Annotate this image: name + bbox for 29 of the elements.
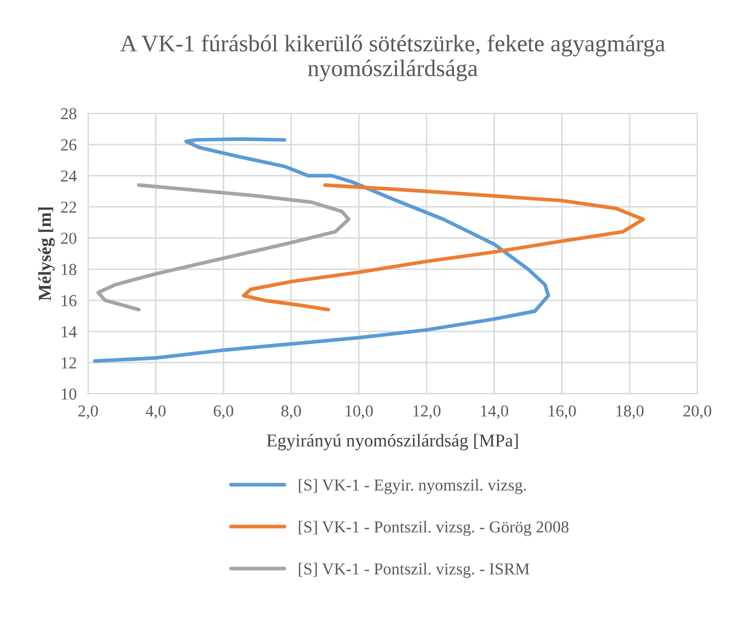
line-series — [242, 183, 645, 312]
y-tick-label: 12 — [62, 357, 76, 368]
y-tick-label: 28 — [61, 108, 76, 120]
chart-title: A VK-1 fúrásból kikerülő sötétszürke, fekete agyagmárga nyomószilárdsága — [120, 34, 666, 82]
y-tick-label: 18 — [62, 264, 76, 276]
x-tick-label: 14,0 — [481, 405, 508, 419]
x-tick-label: 12,0 — [413, 405, 440, 419]
y-tick-label: 16 — [62, 295, 76, 306]
y-tick-label: 10 — [62, 388, 76, 400]
x-tick-label: 6,0 — [214, 405, 234, 419]
x-tick-label: 18,0 — [616, 405, 644, 419]
x-tick-label: 2,0 — [78, 405, 98, 419]
x-tick-label: 8,0 — [281, 405, 301, 419]
y-axis-title: Mélység [m] — [38, 208, 55, 301]
legend-label: [S] VK-1 - Pontszil. vizsg. - ISRM — [298, 562, 530, 578]
legend-label: [S] VK-1 - Pontszil. vizsg. - Görög 2008 — [298, 520, 568, 536]
x-axis-title: Egyirányú nyomószilárdság [MPa] — [266, 434, 518, 450]
x-tick-label: 20,0 — [683, 405, 712, 419]
line-series — [96, 183, 350, 312]
y-tick-label: 26 — [61, 139, 76, 150]
x-tick-label: 4,0 — [146, 405, 166, 419]
y-tick-label: 20 — [61, 232, 76, 244]
x-tick-label: 10,0 — [346, 405, 373, 419]
line-series — [93, 137, 550, 363]
y-tick-label: 24 — [61, 170, 77, 182]
y-tick-label: 22 — [61, 202, 76, 213]
legend-label: [S] VK-1 - Egyir. nyomszil. vizsg. — [298, 478, 526, 494]
y-tick-label: 14 — [62, 326, 77, 338]
x-tick-label: 16,0 — [548, 405, 576, 419]
